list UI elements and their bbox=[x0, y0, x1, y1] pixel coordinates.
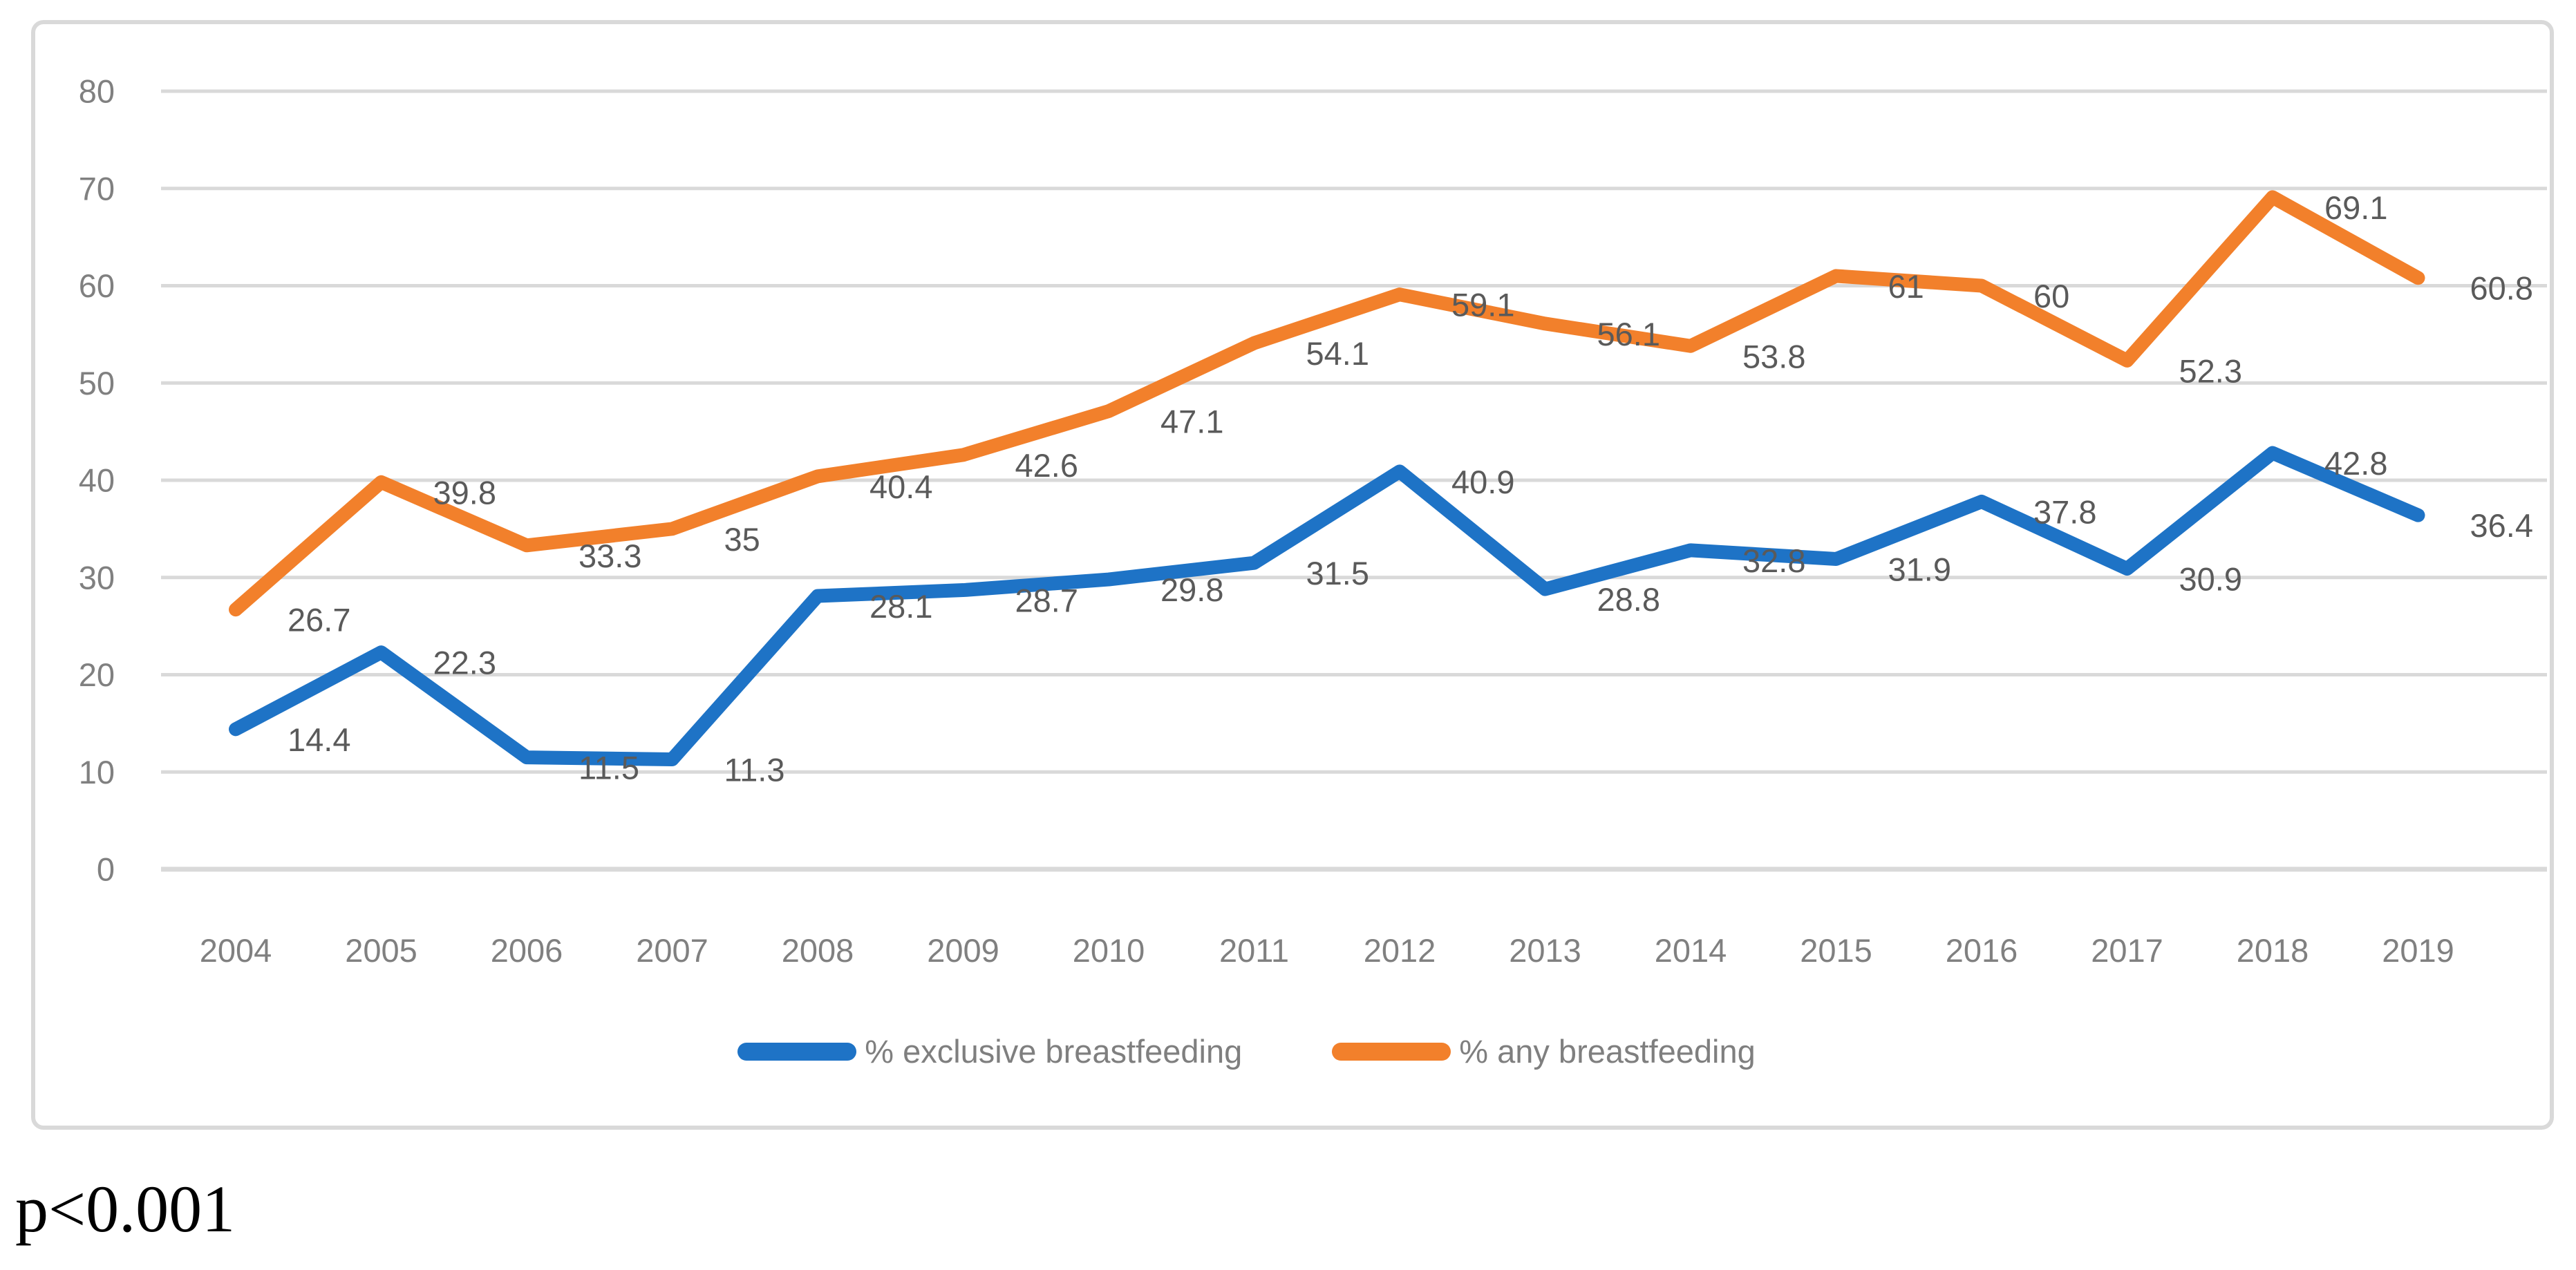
y-axis-tick-10: 10 bbox=[79, 754, 115, 790]
x-axis-tick-2008: 2008 bbox=[782, 932, 854, 969]
exclusive-breastfeeding-data-label: 31.5 bbox=[1306, 555, 1369, 591]
any-breastfeeding-data-label: 61 bbox=[1888, 268, 1924, 305]
x-axis-tick-2005: 2005 bbox=[345, 932, 417, 969]
any-breastfeeding-data-label: 47.1 bbox=[1160, 404, 1223, 440]
y-axis-tick-70: 70 bbox=[79, 170, 115, 207]
x-axis-tick-2006: 2006 bbox=[491, 932, 563, 969]
legend-item-exclusive: % exclusive breastfeeding bbox=[737, 1032, 1242, 1070]
exclusive-breastfeeding-data-label: 32.8 bbox=[1742, 542, 1805, 579]
y-axis-tick-50: 50 bbox=[79, 365, 115, 401]
exclusive-breastfeeding-data-label: 30.9 bbox=[2179, 561, 2242, 598]
x-axis-tick-2007: 2007 bbox=[636, 932, 708, 969]
exclusive-breastfeeding-data-label: 28.8 bbox=[1597, 581, 1660, 618]
any-breastfeeding-data-label: 69.1 bbox=[2324, 189, 2387, 226]
x-axis-tick-2012: 2012 bbox=[1364, 932, 1436, 969]
x-axis-tick-2017: 2017 bbox=[2091, 932, 2163, 969]
any-breastfeeding-data-label: 35 bbox=[724, 521, 760, 558]
x-axis-tick-2018: 2018 bbox=[2237, 932, 2309, 969]
any-breastfeeding-data-label: 40.4 bbox=[869, 468, 932, 505]
exclusive-breastfeeding-data-label: 28.1 bbox=[869, 588, 932, 625]
legend-item-any: % any breastfeeding bbox=[1332, 1032, 1756, 1070]
legend-label-any: % any breastfeeding bbox=[1459, 1033, 1756, 1070]
y-axis-tick-0: 0 bbox=[97, 851, 115, 888]
exclusive-breastfeeding-data-label: 22.3 bbox=[433, 645, 496, 681]
exclusive-breastfeeding-data-label: 37.8 bbox=[2033, 493, 2096, 530]
exclusive-breastfeeding-data-label: 11.5 bbox=[579, 750, 639, 786]
y-axis-tick-40: 40 bbox=[79, 462, 115, 499]
any-breastfeeding-data-label: 54.1 bbox=[1306, 335, 1369, 372]
y-axis-tick-20: 20 bbox=[79, 656, 115, 693]
any-breastfeeding-data-label: 59.1 bbox=[1451, 287, 1514, 323]
any-breastfeeding-data-label: 56.1 bbox=[1597, 316, 1660, 352]
any-breastfeeding-data-label: 53.8 bbox=[1742, 338, 1805, 375]
x-axis-tick-2013: 2013 bbox=[1509, 932, 1581, 969]
y-axis-tick-30: 30 bbox=[79, 559, 115, 596]
x-axis-tick-2010: 2010 bbox=[1073, 932, 1145, 969]
exclusive-breastfeeding-line bbox=[229, 446, 2425, 766]
any-line-swatch bbox=[1332, 1042, 1451, 1061]
x-axis-tick-2004: 2004 bbox=[200, 932, 272, 969]
exclusive-breastfeeding-data-label: 14.4 bbox=[288, 721, 350, 758]
exclusive-breastfeeding-data-label: 28.7 bbox=[1015, 582, 1078, 619]
exclusive-breastfeeding-data-label: 11.3 bbox=[724, 751, 785, 788]
any-breastfeeding-data-label: 60.8 bbox=[2470, 270, 2533, 307]
y-axis-tick-60: 60 bbox=[79, 267, 115, 304]
any-breastfeeding-data-label: 52.3 bbox=[2179, 352, 2242, 389]
exclusive-breastfeeding-data-label: 31.9 bbox=[1888, 551, 1951, 588]
exclusive-breastfeeding-data-label: 40.9 bbox=[1451, 464, 1514, 500]
exclusive-breastfeeding-data-label: 42.8 bbox=[2324, 445, 2387, 482]
any-breastfeeding-data-label: 39.8 bbox=[433, 474, 496, 511]
legend-label-exclusive: % exclusive breastfeeding bbox=[865, 1033, 1243, 1070]
x-axis-tick-2009: 2009 bbox=[927, 932, 999, 969]
x-axis-tick-2016: 2016 bbox=[1946, 932, 2018, 969]
any-breastfeeding-data-label: 42.6 bbox=[1015, 447, 1078, 484]
x-axis-tick-2015: 2015 bbox=[1800, 932, 1872, 969]
exclusive-breastfeeding-data-label: 36.4 bbox=[2470, 507, 2533, 544]
chart-card bbox=[31, 20, 2554, 1130]
x-axis-tick-2014: 2014 bbox=[1655, 932, 1727, 969]
any-breastfeeding-line bbox=[229, 190, 2425, 617]
exclusive-breastfeeding-data-label: 29.8 bbox=[1160, 571, 1223, 608]
any-breastfeeding-data-label: 60 bbox=[2033, 278, 2069, 314]
any-breastfeeding-data-label: 26.7 bbox=[288, 602, 350, 638]
p-value-note: p<0.001 bbox=[15, 1172, 236, 1246]
y-axis-tick-80: 80 bbox=[79, 73, 115, 110]
x-axis-tick-2019: 2019 bbox=[2382, 932, 2454, 969]
legend: % exclusive breastfeeding % any breastfe… bbox=[0, 1032, 2535, 1070]
x-axis-tick-2011: 2011 bbox=[1219, 932, 1289, 969]
any-breastfeeding-data-label: 33.3 bbox=[579, 538, 641, 574]
exclusive-line-swatch bbox=[737, 1042, 857, 1061]
